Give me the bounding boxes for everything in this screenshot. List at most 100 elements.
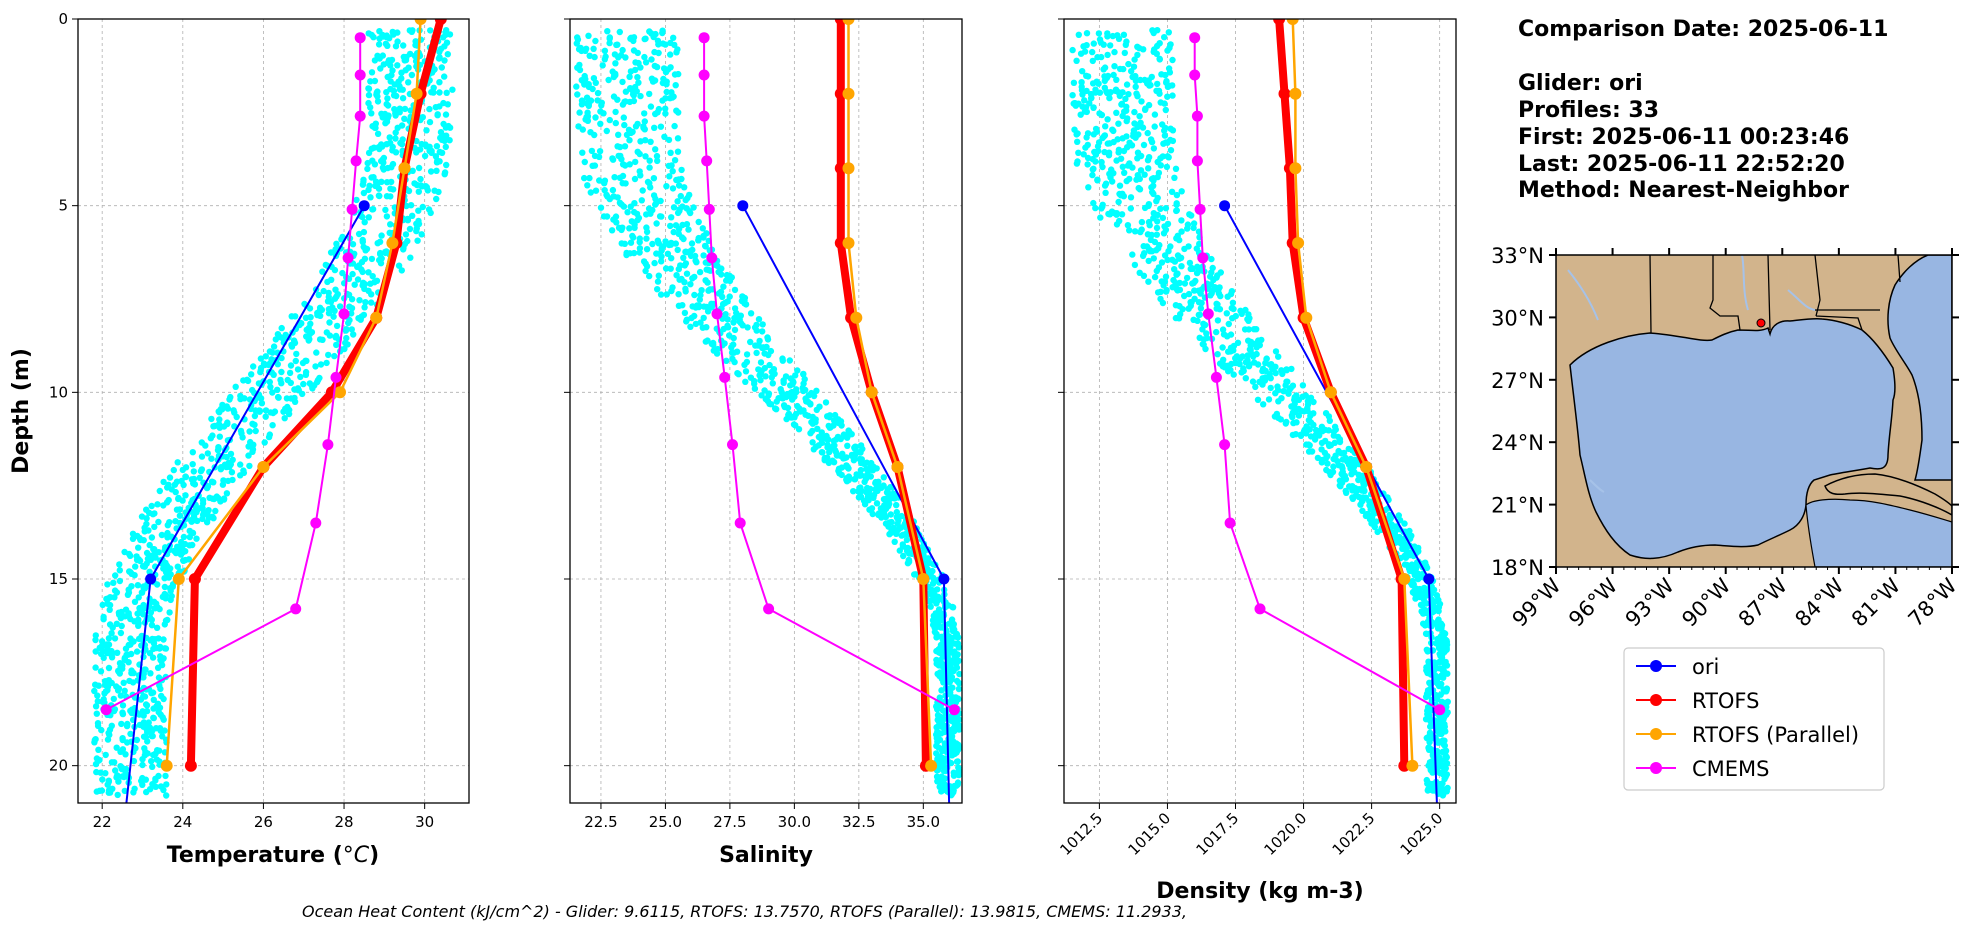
glider-scatter-point xyxy=(679,203,686,210)
glider-scatter-point xyxy=(859,445,866,453)
glider-scatter-point xyxy=(383,100,390,108)
glider-scatter-point xyxy=(1335,462,1343,469)
glider-scatter-point xyxy=(203,519,211,526)
glider-scatter-point xyxy=(154,501,161,508)
glider-scatter-point xyxy=(441,73,448,80)
glider-scatter-point xyxy=(1230,371,1237,378)
glider-scatter-point xyxy=(925,559,933,567)
glider-scatter-point xyxy=(189,449,196,456)
glider-scatter-point xyxy=(640,124,647,132)
glider-scatter-point xyxy=(117,748,124,755)
glider-scatter-point xyxy=(1343,458,1351,465)
glider-scatter-point xyxy=(360,311,368,319)
glider-scatter-point xyxy=(145,719,152,726)
temperature-profiles xyxy=(100,19,447,803)
glider-scatter-point xyxy=(1157,295,1164,303)
glider-scatter-point xyxy=(98,638,106,645)
glider-scatter-point xyxy=(741,297,748,304)
glider-scatter-point xyxy=(683,270,691,277)
glider-scatter-point xyxy=(1132,83,1139,91)
glider-scatter-point xyxy=(604,193,611,200)
glider-scatter-point xyxy=(654,286,661,293)
glider-scatter-point xyxy=(257,364,265,372)
glider-scatter-point xyxy=(858,472,865,479)
glider-scatter-point xyxy=(418,231,425,238)
profile-point xyxy=(1219,439,1231,451)
glider-scatter-point xyxy=(332,286,339,293)
glider-scatter-point xyxy=(1342,487,1349,495)
glider-scatter-point xyxy=(116,567,124,574)
profile-point xyxy=(398,162,411,175)
glider-scatter-point xyxy=(887,484,894,491)
glider-scatter-point xyxy=(119,736,126,744)
glider-scatter-point xyxy=(927,603,934,610)
glider-scatter-point xyxy=(1070,79,1078,87)
glider-scatter-point xyxy=(1161,34,1168,41)
glider-scatter-point xyxy=(1327,471,1334,479)
glider-scatter-point xyxy=(102,751,109,759)
glider-scatter-point xyxy=(688,314,695,322)
glider-scatter-point xyxy=(675,225,683,233)
glider-scatter-point xyxy=(93,788,101,795)
glider-scatter-point xyxy=(1429,787,1437,794)
glider-scatter-point xyxy=(127,730,134,738)
glider-scatter-point xyxy=(1239,353,1246,360)
glider-scatter-point xyxy=(245,452,252,459)
legend-marker xyxy=(1650,694,1662,706)
glider-scatter-point xyxy=(703,230,710,237)
profile-point xyxy=(727,439,738,451)
glider-scatter-point xyxy=(1111,48,1118,56)
glider-scatter-point xyxy=(592,37,599,45)
glider-scatter-point xyxy=(581,158,588,166)
glider-scatter-point xyxy=(1083,30,1091,37)
glider-scatter-point xyxy=(700,314,707,322)
glider-scatter-point xyxy=(720,325,727,333)
glider-scatter-point xyxy=(432,104,439,111)
glider-scatter-point xyxy=(129,535,137,542)
glider-scatter-point xyxy=(793,386,800,393)
glider-scatter-point xyxy=(1112,86,1120,93)
glider-scatter-point xyxy=(436,89,443,96)
glider-scatter-point xyxy=(801,376,808,383)
glider-scatter-point xyxy=(602,53,609,60)
glider-scatter-point xyxy=(1283,418,1290,426)
glider-scatter-point xyxy=(188,518,195,525)
glider-scatter-point xyxy=(678,175,685,183)
glider-scatter-point xyxy=(1426,736,1433,744)
glider-scatter-point xyxy=(835,467,842,475)
glider-scatter-point xyxy=(1124,162,1132,169)
glider-scatter-point xyxy=(138,589,146,596)
profile-point xyxy=(1219,200,1231,212)
glider-scatter-point xyxy=(850,488,857,495)
glider-scatter-point xyxy=(325,310,333,317)
glider-scatter-point xyxy=(104,687,111,694)
glider-scatter-point xyxy=(1150,210,1158,217)
glider-scatter-point xyxy=(822,399,830,406)
lon-label: 84°W xyxy=(1790,573,1848,631)
glider-scatter-point xyxy=(597,120,604,128)
glider-scatter-point xyxy=(1176,302,1183,310)
glider-scatter-point xyxy=(1411,571,1419,579)
x-tick-label: 30 xyxy=(415,813,434,831)
glider-scatter-point xyxy=(368,299,375,306)
glider-scatter-point xyxy=(611,174,618,181)
glider-scatter-point xyxy=(1148,175,1156,183)
glider-scatter-point xyxy=(278,380,285,387)
glider-scatter-point xyxy=(433,143,441,150)
glider-scatter-point xyxy=(388,56,396,64)
glider-scatter-point xyxy=(146,650,154,657)
glider-scatter-point xyxy=(655,105,663,113)
glider-scatter-point xyxy=(216,416,223,423)
glider-scatter-point xyxy=(1405,565,1413,572)
glider-scatter-point xyxy=(596,177,603,184)
glider-scatter-point xyxy=(951,782,958,790)
glider-scatter-point xyxy=(160,636,167,643)
glider-scatter-point xyxy=(446,124,454,131)
glider-scatter-point xyxy=(113,620,121,627)
profile-point xyxy=(358,200,370,212)
glider-scatter-point xyxy=(1124,144,1131,151)
glider-scatter-point xyxy=(613,219,620,226)
glider-scatter-point xyxy=(616,199,624,206)
glider-scatter-point xyxy=(1084,154,1092,162)
glider-scatter-point xyxy=(646,157,653,164)
